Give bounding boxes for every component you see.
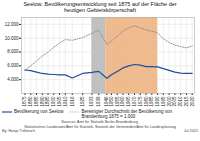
svg-text:1995: 1995 — [161, 96, 166, 107]
svg-text:2000: 2000 — [167, 96, 172, 107]
svg-text:2020: 2020 — [190, 96, 195, 107]
svg-text:2015: 2015 — [184, 96, 189, 107]
svg-text:1933: 1933 — [89, 96, 94, 107]
svg-text:1890: 1890 — [40, 96, 45, 107]
svg-text:10.000: 10.000 — [5, 35, 19, 40]
svg-text:2005: 2005 — [172, 96, 177, 107]
html-text:Bereinigter Durchschnitt der B: Bereinigter Durchschnitt der Bevölkerung… — [81, 108, 173, 119]
svg-text:1905: 1905 — [57, 96, 62, 107]
svg-text:8.000: 8.000 — [7, 49, 19, 54]
html-text:Bevölkerung von Seelow: Bevölkerung von Seelow — [14, 108, 64, 114]
svg-text:1980: 1980 — [144, 96, 149, 107]
svg-text:1970: 1970 — [132, 96, 137, 107]
svg-text:1955: 1955 — [115, 96, 120, 107]
svg-text:1975: 1975 — [138, 96, 143, 107]
svg-text:1985: 1985 — [149, 96, 154, 107]
svg-text:1965: 1965 — [126, 96, 131, 107]
svg-text:6.000: 6.000 — [7, 63, 19, 68]
html-text:Seelow: Bevölkerungsentwicklun: Seelow: Bevölkerungsentwicklung seit 187… — [23, 1, 177, 14]
svg-text:1950: 1950 — [109, 96, 114, 107]
html-text:By: Hanjo Trillitzsch: By: Hanjo Trillitzsch — [2, 129, 36, 134]
svg-text:1900: 1900 — [51, 96, 56, 107]
svg-text:1880: 1880 — [28, 96, 33, 107]
svg-text:1875: 1875 — [22, 96, 27, 107]
html-text:Jul 2021: Jul 2021 — [183, 129, 198, 134]
svg-text:1960: 1960 — [120, 96, 125, 107]
svg-text:12.000: 12.000 — [5, 21, 19, 26]
svg-text:1885: 1885 — [34, 96, 39, 107]
svg-text:1946: 1946 — [104, 96, 110, 107]
svg-text:1925: 1925 — [80, 96, 85, 107]
svg-text:4.000: 4.000 — [7, 77, 19, 82]
svg-text:1916: 1916 — [70, 96, 75, 107]
svg-text:1939: 1939 — [96, 96, 101, 107]
svg-text:2010: 2010 — [178, 96, 183, 107]
html-text:Sources: Amt für Statistik Ber: Sources: Amt für Statistik Berlin-Brande… — [24, 120, 176, 129]
svg-text:1910: 1910 — [63, 96, 68, 107]
svg-text:1990: 1990 — [155, 96, 160, 107]
svg-text:1895: 1895 — [45, 96, 50, 107]
